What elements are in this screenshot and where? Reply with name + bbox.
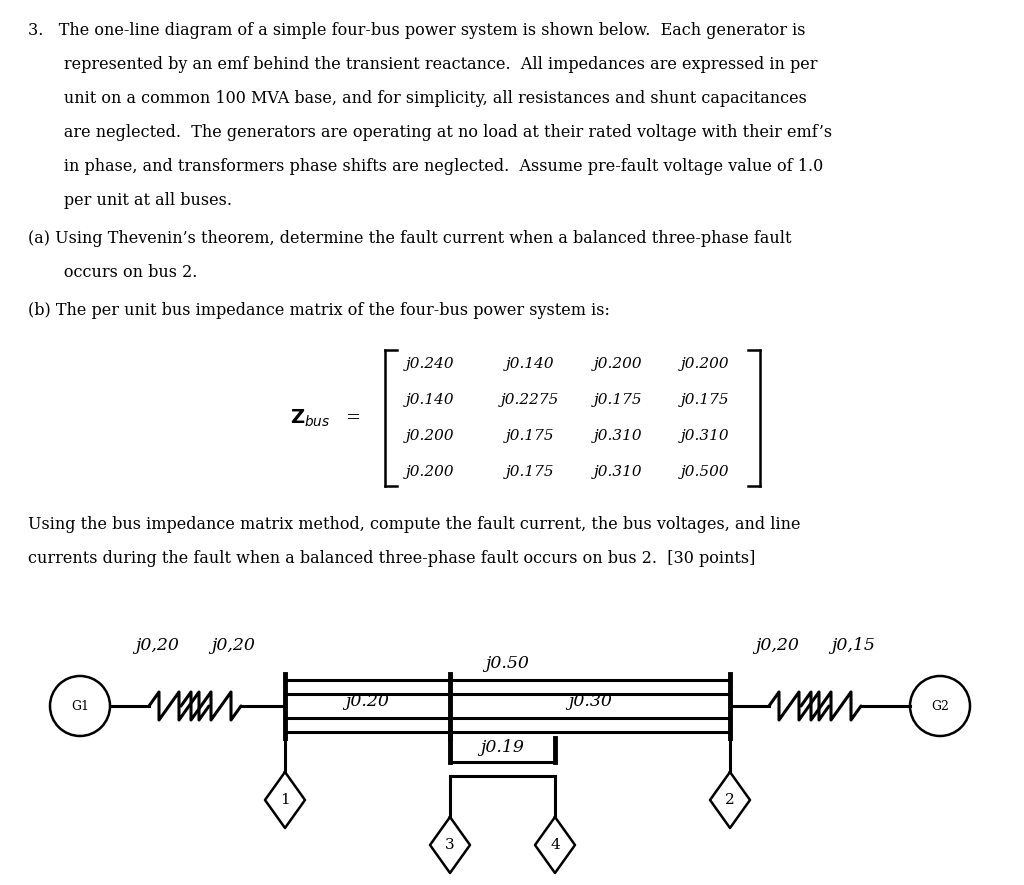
Text: j0.200: j0.200 (681, 358, 729, 371)
Text: j0.175: j0.175 (594, 393, 642, 407)
Text: j0.310: j0.310 (594, 429, 642, 443)
Text: j0.200: j0.200 (406, 429, 455, 443)
Text: 3: 3 (445, 838, 455, 852)
Text: j0.310: j0.310 (594, 466, 642, 479)
Text: j0.140: j0.140 (506, 358, 554, 371)
Text: in phase, and transformers phase shifts are neglected.  Assume pre-fault voltage: in phase, and transformers phase shifts … (28, 158, 823, 175)
Text: j0.310: j0.310 (681, 429, 729, 443)
Text: are neglected.  The generators are operating at no load at their rated voltage w: are neglected. The generators are operat… (28, 124, 833, 141)
Text: j0,20: j0,20 (211, 637, 255, 654)
Text: j0.200: j0.200 (594, 358, 642, 371)
Text: G2: G2 (931, 699, 949, 712)
Text: j0.175: j0.175 (506, 466, 554, 479)
Text: j0,15: j0,15 (831, 637, 874, 654)
Text: G1: G1 (71, 699, 89, 712)
Text: unit on a common 100 MVA base, and for simplicity, all resistances and shunt cap: unit on a common 100 MVA base, and for s… (28, 90, 807, 107)
Text: j0,20: j0,20 (135, 637, 179, 654)
Text: represented by an emf behind the transient reactance.  All impedances are expres: represented by an emf behind the transie… (28, 56, 817, 73)
Text: =: = (345, 409, 360, 427)
Text: occurs on bus 2.: occurs on bus 2. (28, 264, 198, 281)
Text: 3.   The one-line diagram of a simple four-bus power system is shown below.  Eac: 3. The one-line diagram of a simple four… (28, 22, 806, 39)
Text: (b) The per unit bus impedance matrix of the four-bus power system is:: (b) The per unit bus impedance matrix of… (28, 302, 610, 319)
Text: (a) Using Thevenin’s theorem, determine the fault current when a balanced three-: (a) Using Thevenin’s theorem, determine … (28, 230, 792, 247)
Text: j0.200: j0.200 (406, 466, 455, 479)
Text: j0.175: j0.175 (681, 393, 729, 407)
Text: j0.240: j0.240 (406, 358, 455, 371)
Text: 1: 1 (281, 793, 290, 807)
Text: 4: 4 (550, 838, 560, 852)
Text: j0.19: j0.19 (480, 739, 524, 756)
Text: j0.20: j0.20 (345, 693, 389, 710)
Text: per unit at all buses.: per unit at all buses. (28, 192, 232, 209)
Text: j0.140: j0.140 (406, 393, 455, 407)
Text: Using the bus impedance matrix method, compute the fault current, the bus voltag: Using the bus impedance matrix method, c… (28, 516, 801, 533)
Text: j0.50: j0.50 (485, 655, 529, 672)
Text: 2: 2 (725, 793, 735, 807)
Text: j0.175: j0.175 (506, 429, 554, 443)
Text: j0.2275: j0.2275 (501, 393, 559, 407)
Text: currents during the fault when a balanced three-phase fault occurs on bus 2.  [3: currents during the fault when a balance… (28, 550, 756, 567)
Text: j0.30: j0.30 (568, 693, 612, 710)
Text: j0,20: j0,20 (755, 637, 799, 654)
Text: $\mathbf{Z}_{bus}$: $\mathbf{Z}_{bus}$ (290, 408, 330, 429)
Text: j0.500: j0.500 (681, 466, 729, 479)
